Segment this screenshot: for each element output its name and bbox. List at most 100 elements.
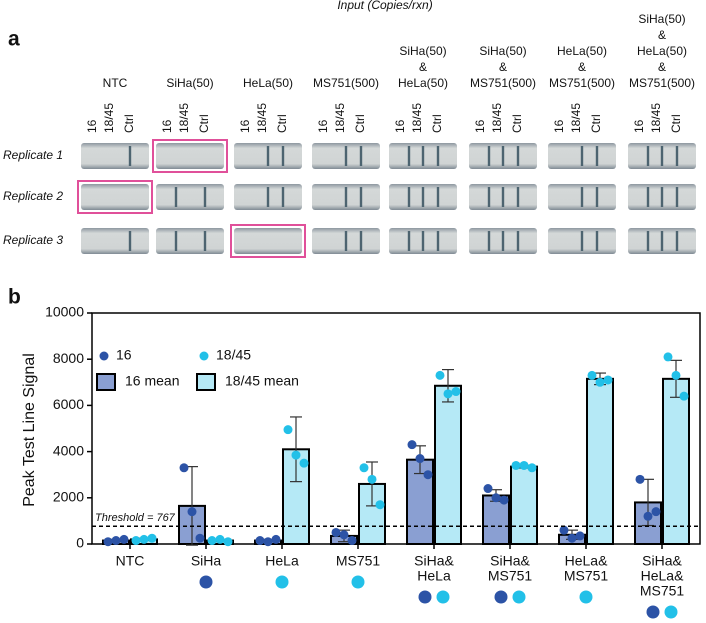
test-band <box>174 231 178 251</box>
y-tick-label: 0 <box>76 535 84 551</box>
test-band <box>580 187 584 207</box>
test-band <box>281 187 285 207</box>
test-band <box>436 231 440 251</box>
legend-label: 18/45 mean <box>225 373 299 389</box>
expected-marker <box>275 575 289 589</box>
test-band <box>421 231 425 251</box>
lane-label: 16 <box>238 119 252 133</box>
data-point <box>179 463 189 473</box>
lane-label: 18/45 <box>490 103 504 133</box>
bar <box>434 384 462 546</box>
x-tick-label: SiHa <box>191 553 222 569</box>
data-point <box>443 389 453 399</box>
expected-marker <box>494 590 508 604</box>
data-point <box>103 537 113 547</box>
data-point <box>119 534 129 544</box>
data-point <box>139 534 149 544</box>
column-label: MS751(500) <box>549 76 615 90</box>
lane-label: Ctrl <box>353 114 367 133</box>
expected-marker <box>418 590 432 604</box>
panel-label: a <box>8 28 20 51</box>
x-tick-label: HeLa <box>417 568 451 584</box>
x-tick-label: MS751 <box>488 568 533 584</box>
y-tick-label: 6000 <box>53 396 84 412</box>
plot-frame <box>91 312 701 545</box>
data-point <box>491 493 501 503</box>
test-band <box>487 146 491 166</box>
legend-label: 18/45 <box>216 347 251 363</box>
lane-label: Ctrl <box>197 114 211 133</box>
x-tick-label: MS751 <box>640 583 685 599</box>
lane-label: 18/45 <box>410 103 424 133</box>
test-band <box>359 187 363 207</box>
data-point <box>415 454 425 464</box>
test-band <box>266 146 270 166</box>
lane-label: Ctrl <box>669 114 683 133</box>
column-label: MS751(500) <box>470 76 536 90</box>
bar <box>662 377 690 545</box>
error-bar <box>290 416 302 483</box>
expected-marker <box>199 575 213 589</box>
column-label: HeLa(50) <box>557 44 607 58</box>
test-band <box>501 187 505 207</box>
expected-marker <box>646 605 660 619</box>
legend-marker <box>199 351 209 361</box>
row-label: Replicate 1 <box>3 148 63 162</box>
test-strip <box>81 228 149 254</box>
lane-label: 16 <box>632 119 646 133</box>
expected-marker <box>579 590 593 604</box>
lane-label: 18/45 <box>102 103 116 133</box>
test-band <box>646 231 650 251</box>
column-label: HeLa(50) <box>637 44 687 58</box>
test-band <box>660 146 664 166</box>
column-label: & <box>658 28 666 42</box>
test-band <box>344 146 348 166</box>
threshold-label: Threshold = 767 <box>95 512 176 524</box>
x-tick-label: MS751 <box>564 568 609 584</box>
x-tick-label: SiHa& <box>490 553 530 569</box>
test-band <box>580 231 584 251</box>
x-tick-label: NTC <box>116 553 145 569</box>
x-tick-label: HeLa <box>265 553 299 569</box>
highlight <box>152 139 228 173</box>
test-band <box>128 231 132 251</box>
lane-label: 18/45 <box>569 103 583 133</box>
lane-label: 18/45 <box>177 103 191 133</box>
test-strip <box>156 228 224 254</box>
test-band <box>436 187 440 207</box>
test-band <box>407 187 411 207</box>
test-band <box>675 146 679 166</box>
test-band <box>660 231 664 251</box>
test-band <box>675 187 679 207</box>
test-band <box>407 146 411 166</box>
lane-label: Ctrl <box>589 114 603 133</box>
y-tick-label: 2000 <box>53 489 84 505</box>
test-band <box>421 187 425 207</box>
test-strip <box>81 184 149 210</box>
expected-marker <box>512 590 526 604</box>
data-point <box>407 440 417 450</box>
bar <box>586 377 614 545</box>
row-label: Replicate 3 <box>3 233 63 247</box>
data-point <box>367 474 377 484</box>
test-band <box>344 187 348 207</box>
data-point <box>603 375 613 385</box>
data-point <box>587 370 597 380</box>
lane-label: 16 <box>393 119 407 133</box>
expected-marker <box>436 590 450 604</box>
test-band <box>203 187 207 207</box>
data-point <box>271 534 281 544</box>
column-label: HeLa(50) <box>243 76 293 90</box>
y-tick-label: 4000 <box>53 442 84 458</box>
x-tick-label: HeLa& <box>641 568 684 584</box>
test-band <box>128 146 132 166</box>
test-band <box>436 146 440 166</box>
data-point <box>331 527 341 537</box>
test-strip <box>156 143 224 169</box>
test-band <box>580 146 584 166</box>
column-label: & <box>658 60 666 74</box>
test-band <box>646 146 650 166</box>
column-label: MS751(500) <box>629 76 695 90</box>
x-tick-label: MS751 <box>336 553 381 569</box>
data-point <box>359 463 369 473</box>
